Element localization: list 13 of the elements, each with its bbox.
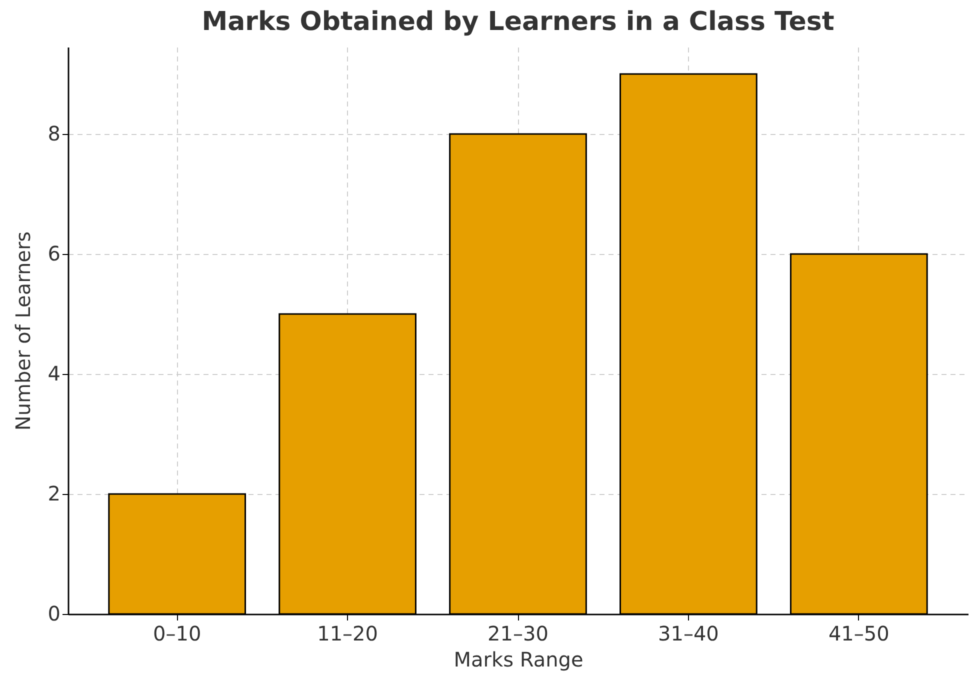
y-axis-title: Number of Learners bbox=[10, 231, 35, 431]
y-tick-label: 2 bbox=[48, 482, 60, 506]
x-axis-title: Marks Range bbox=[454, 648, 584, 672]
y-tick-label: 6 bbox=[48, 242, 60, 266]
y-tick-label: 8 bbox=[48, 122, 60, 146]
y-tick-label: 0 bbox=[48, 602, 60, 626]
x-tick-label: 31–40 bbox=[658, 622, 719, 646]
y-tick-label: 4 bbox=[48, 362, 60, 386]
x-tick-label: 11–20 bbox=[317, 622, 378, 646]
x-tick-label: 41–50 bbox=[828, 622, 890, 646]
chart-title: Marks Obtained by Learners in a Class Test bbox=[202, 7, 834, 37]
x-tick-label: 0–10 bbox=[152, 622, 202, 646]
x-tick-label: 21–30 bbox=[488, 622, 548, 646]
